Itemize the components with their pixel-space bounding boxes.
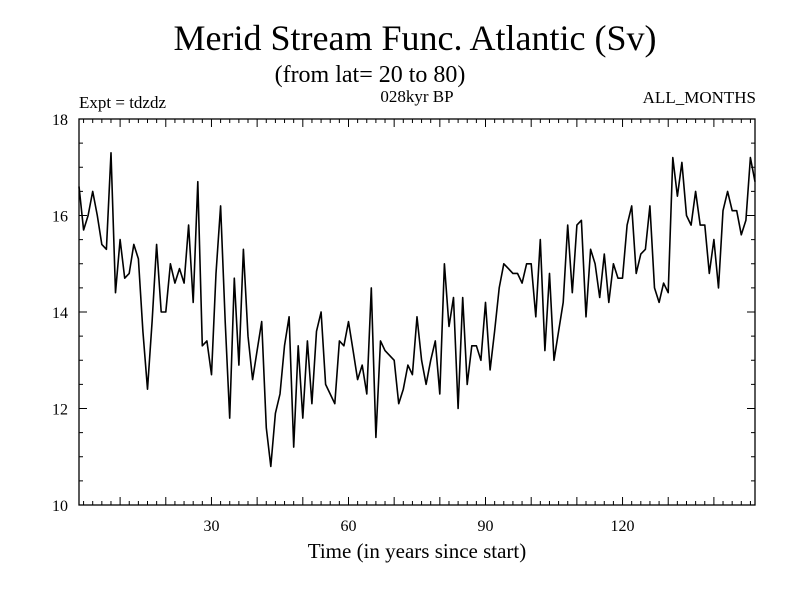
period-label: 028kyr BP <box>380 87 453 106</box>
axis-tick-labels: 30 60 90 120 10 12 14 16 18 <box>52 112 635 535</box>
x-axis-label: Time (in years since start) <box>308 539 527 563</box>
series-line <box>78 152 756 468</box>
x-tick-label: 90 <box>478 518 494 535</box>
months-label: ALL_MONTHS <box>643 88 756 107</box>
chart-title: Merid Stream Func. Atlantic (Sv) <box>174 18 657 58</box>
experiment-label: Expt = tdzdz <box>79 93 166 112</box>
y-tick-label: 14 <box>52 305 68 322</box>
plot-frame <box>78 118 756 506</box>
x-tick-label: 30 <box>203 518 219 535</box>
chart-subtitle: (from lat= 20 to 80) <box>275 62 466 88</box>
x-tick-label: 60 <box>340 518 356 535</box>
x-tick-label: 120 <box>611 518 635 535</box>
y-tick-label: 18 <box>52 112 68 129</box>
axis-ticks <box>79 118 755 506</box>
y-tick-label: 16 <box>52 209 68 226</box>
y-tick-label: 12 <box>52 402 68 419</box>
y-tick-label: 10 <box>52 498 68 515</box>
